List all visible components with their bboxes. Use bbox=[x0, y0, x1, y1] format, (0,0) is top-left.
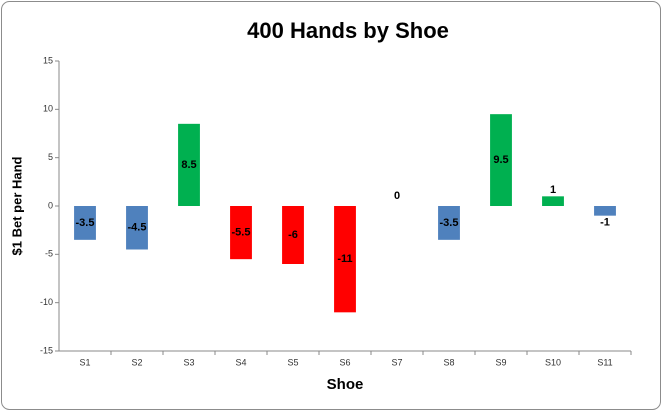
bar bbox=[490, 114, 512, 206]
y-tick-label: -15 bbox=[40, 345, 53, 355]
value-label: 0 bbox=[394, 190, 400, 202]
x-tick-label: S9 bbox=[495, 357, 506, 367]
y-tick-label: 5 bbox=[48, 152, 53, 162]
y-tick-label: 0 bbox=[48, 200, 53, 210]
y-axis-label: $1 Bet per Hand bbox=[9, 156, 24, 255]
x-axis-label: Shoe bbox=[327, 376, 364, 393]
y-tick-label: 15 bbox=[43, 55, 53, 65]
value-label: -3.5 bbox=[76, 217, 95, 229]
value-label: 8.5 bbox=[181, 159, 196, 171]
y-tick-label: -5 bbox=[45, 249, 53, 259]
bar bbox=[230, 206, 252, 260]
x-tick-label: S5 bbox=[287, 357, 298, 367]
bar bbox=[334, 206, 356, 313]
value-label: -5.5 bbox=[232, 226, 251, 238]
x-tick-label: S6 bbox=[339, 357, 350, 367]
bar bbox=[126, 206, 148, 250]
value-label: -6 bbox=[288, 229, 298, 241]
x-tick-label: S3 bbox=[183, 357, 194, 367]
value-label: -4.5 bbox=[128, 222, 147, 234]
chart-title: 400 Hands by Shoe bbox=[247, 18, 449, 43]
bar bbox=[178, 123, 200, 206]
x-tick-label: S8 bbox=[443, 357, 454, 367]
x-tick-label: S4 bbox=[235, 357, 246, 367]
y-tick-label: -10 bbox=[40, 297, 53, 307]
value-label: 1 bbox=[550, 184, 556, 196]
x-tick-label: S7 bbox=[391, 357, 402, 367]
x-tick-label: S10 bbox=[545, 357, 561, 367]
x-tick-label: S11 bbox=[597, 357, 612, 367]
bar bbox=[542, 196, 564, 206]
value-label: -3.5 bbox=[440, 217, 459, 229]
bar bbox=[282, 206, 304, 264]
x-tick-label: S1 bbox=[79, 357, 90, 367]
value-label: 9.5 bbox=[493, 154, 508, 166]
bar bbox=[438, 206, 460, 240]
value-label: -1 bbox=[600, 217, 610, 229]
bar bbox=[74, 206, 96, 240]
bar bbox=[594, 206, 616, 216]
value-label: -11 bbox=[337, 253, 352, 265]
y-tick-label: 10 bbox=[43, 104, 53, 114]
x-tick-label: S2 bbox=[131, 357, 142, 367]
